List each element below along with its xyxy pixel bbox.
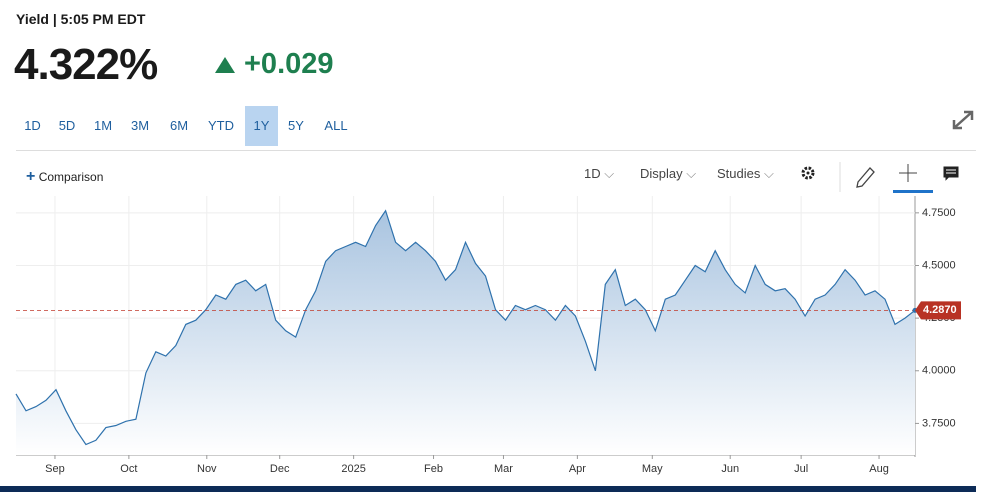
range-button[interactable]: 5D	[58, 118, 76, 133]
expand-icon[interactable]	[950, 108, 976, 132]
display-label: Display	[640, 166, 683, 181]
range-button[interactable]: 6M	[169, 118, 189, 133]
x-tick-label: 2025	[341, 463, 365, 475]
quote-title: Yield | 5:05 PM EDT	[16, 11, 146, 27]
settings-icon[interactable]	[801, 166, 815, 180]
change: +0.029	[244, 48, 334, 80]
comparison-label: Comparison	[38, 170, 104, 184]
draw-icon[interactable]	[856, 167, 875, 188]
x-tick-label: Sep	[45, 463, 65, 475]
last-value-label: 4.2870	[923, 304, 957, 316]
line	[15, 209, 916, 446]
x-tick-label: May	[642, 463, 663, 475]
interval-button[interactable]: 1D ⌵	[584, 166, 615, 181]
x-tick-label: Mar	[494, 463, 513, 475]
range-button[interactable]: 1D	[24, 118, 41, 133]
interval-label: 1D	[584, 166, 601, 181]
range-button[interactable]: 1Y	[245, 106, 278, 146]
comparison-button[interactable]: + Comparison	[26, 168, 104, 185]
x-tick-label: Dec	[270, 463, 290, 475]
range-button[interactable]: YTD	[208, 118, 234, 133]
y-tick-label: 4.0000	[922, 365, 956, 377]
display-button[interactable]: Display ⌵	[640, 166, 697, 181]
x-tick-label: Nov	[197, 463, 217, 475]
y-tick-label: 4.5000	[922, 259, 956, 271]
divider	[16, 150, 976, 151]
up-arrow	[215, 57, 235, 73]
studies-button[interactable]: Studies ⌵	[717, 166, 774, 181]
tool-icons	[801, 162, 960, 193]
bottom-bar	[0, 486, 976, 492]
studies-label: Studies	[717, 166, 761, 181]
x-tick-label: Feb	[424, 463, 443, 475]
last-value-badge	[915, 301, 961, 320]
area	[16, 210, 915, 455]
y-tick-label: 4.7500	[922, 207, 956, 219]
range-button[interactable]: 5Y	[288, 118, 304, 133]
x-tick-label: Oct	[120, 463, 137, 475]
x-tick-label: Jun	[721, 463, 739, 475]
x-tick-label: Aug	[869, 463, 889, 475]
price: 4.322%	[14, 40, 158, 89]
y-tick-label: 3.7500	[922, 417, 956, 429]
crosshair-icon[interactable]	[893, 164, 933, 193]
x-tick-label: Jul	[794, 463, 808, 475]
range-button[interactable]: 3M	[130, 118, 150, 133]
comment-icon[interactable]	[942, 165, 960, 184]
range-button[interactable]: 1M	[93, 118, 113, 133]
range-button[interactable]: ALL	[324, 118, 348, 133]
x-tick-label: Apr	[569, 463, 586, 475]
